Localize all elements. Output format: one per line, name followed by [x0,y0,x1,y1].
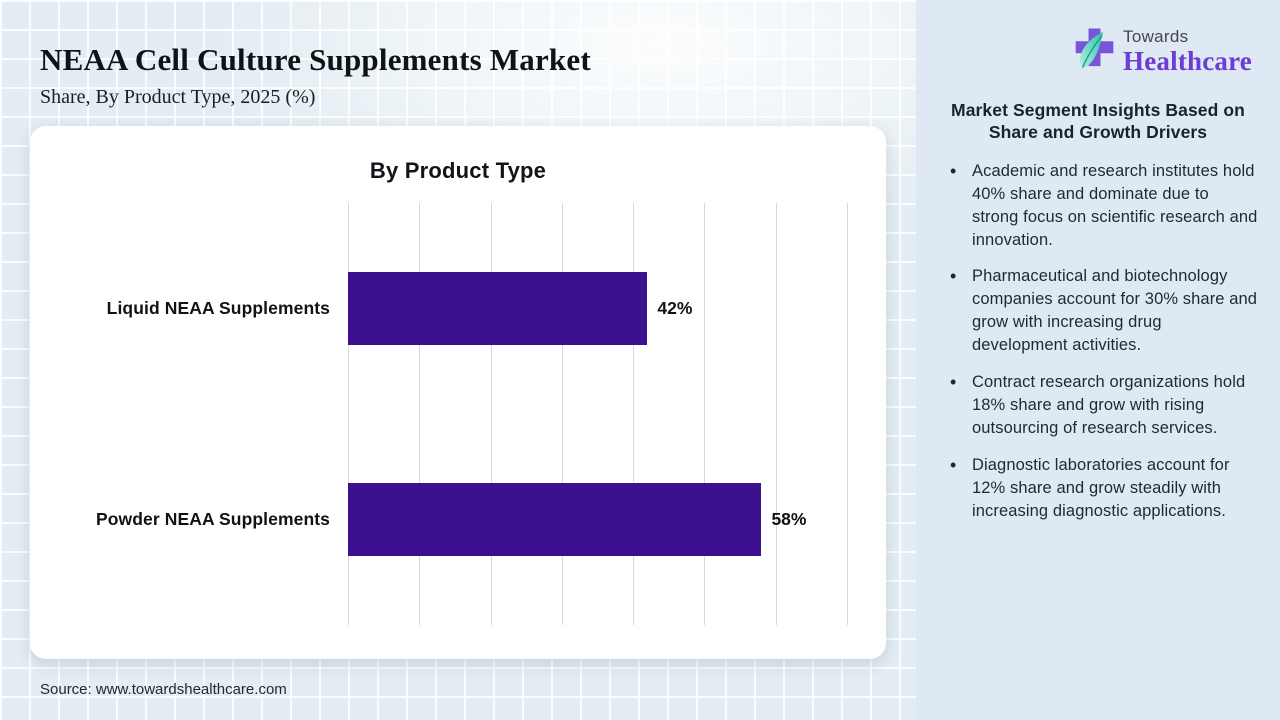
bar [348,483,762,556]
bar-track: 42% [348,272,847,345]
insight-item: Contract research organizations hold 18%… [946,370,1258,440]
bar-row: Powder NEAA Supplements 58% [30,414,886,625]
brand-name-top: Towards [1123,27,1189,46]
category-label: Powder NEAA Supplements [95,509,330,529]
bar-value-label: 42% [657,298,693,318]
bar-chart: Liquid NEAA Supplements 42% Powder NEAA Su… [30,203,886,625]
cross-leaf-icon [1075,28,1114,69]
page-subtitle: Share, By Product Type, 2025 (%) [40,86,316,108]
page-title: NEAA Cell Culture Supplements Market [40,42,591,77]
insight-item: Diagnostic laboratories account for 12% … [946,453,1258,523]
sidebar: Towards Healthcare Market Segment Insigh… [916,0,1280,720]
insights-list: Academic and research institutes hold 40… [946,159,1258,523]
bar-track: 58% [348,483,847,556]
brand-logo: Towards Healthcare [1074,24,1252,75]
gridline-20 [490,203,492,625]
main-area: NEAA Cell Culture Supplements Market Sha… [0,0,916,720]
gridline-50 [704,203,706,625]
gridline-60 [775,203,777,625]
bar-row: Liquid NEAA Supplements 42% [30,203,886,414]
insight-item: Academic and research institutes hold 40… [946,159,1258,252]
chart-title: By Product Type [369,158,547,183]
gridline-0 [348,203,349,625]
gridline-10 [419,203,421,625]
insight-item: Pharmaceutical and biotechnology compani… [946,264,1258,357]
source-note: Source: www.towardshealthcare.com [40,681,287,698]
gridlines [348,203,848,625]
gridline-70 [847,203,848,625]
chart-card: By Product Type Liquid NEAA Supplements 4… [30,126,886,659]
brand-name-bottom: Healthcare [1123,46,1252,76]
bar-value-label: 58% [771,509,807,529]
gridline-30 [561,203,563,625]
bar [348,272,648,345]
bar-rows: Liquid NEAA Supplements 42% Powder NEAA Su… [30,203,886,625]
sidebar-heading: Market Segment Insights Based on Share a… [951,100,1245,143]
brand-wordmark: Towards Healthcare [1123,24,1252,75]
category-label: Liquid NEAA Supplements [106,298,330,318]
gridline-40 [633,203,635,625]
